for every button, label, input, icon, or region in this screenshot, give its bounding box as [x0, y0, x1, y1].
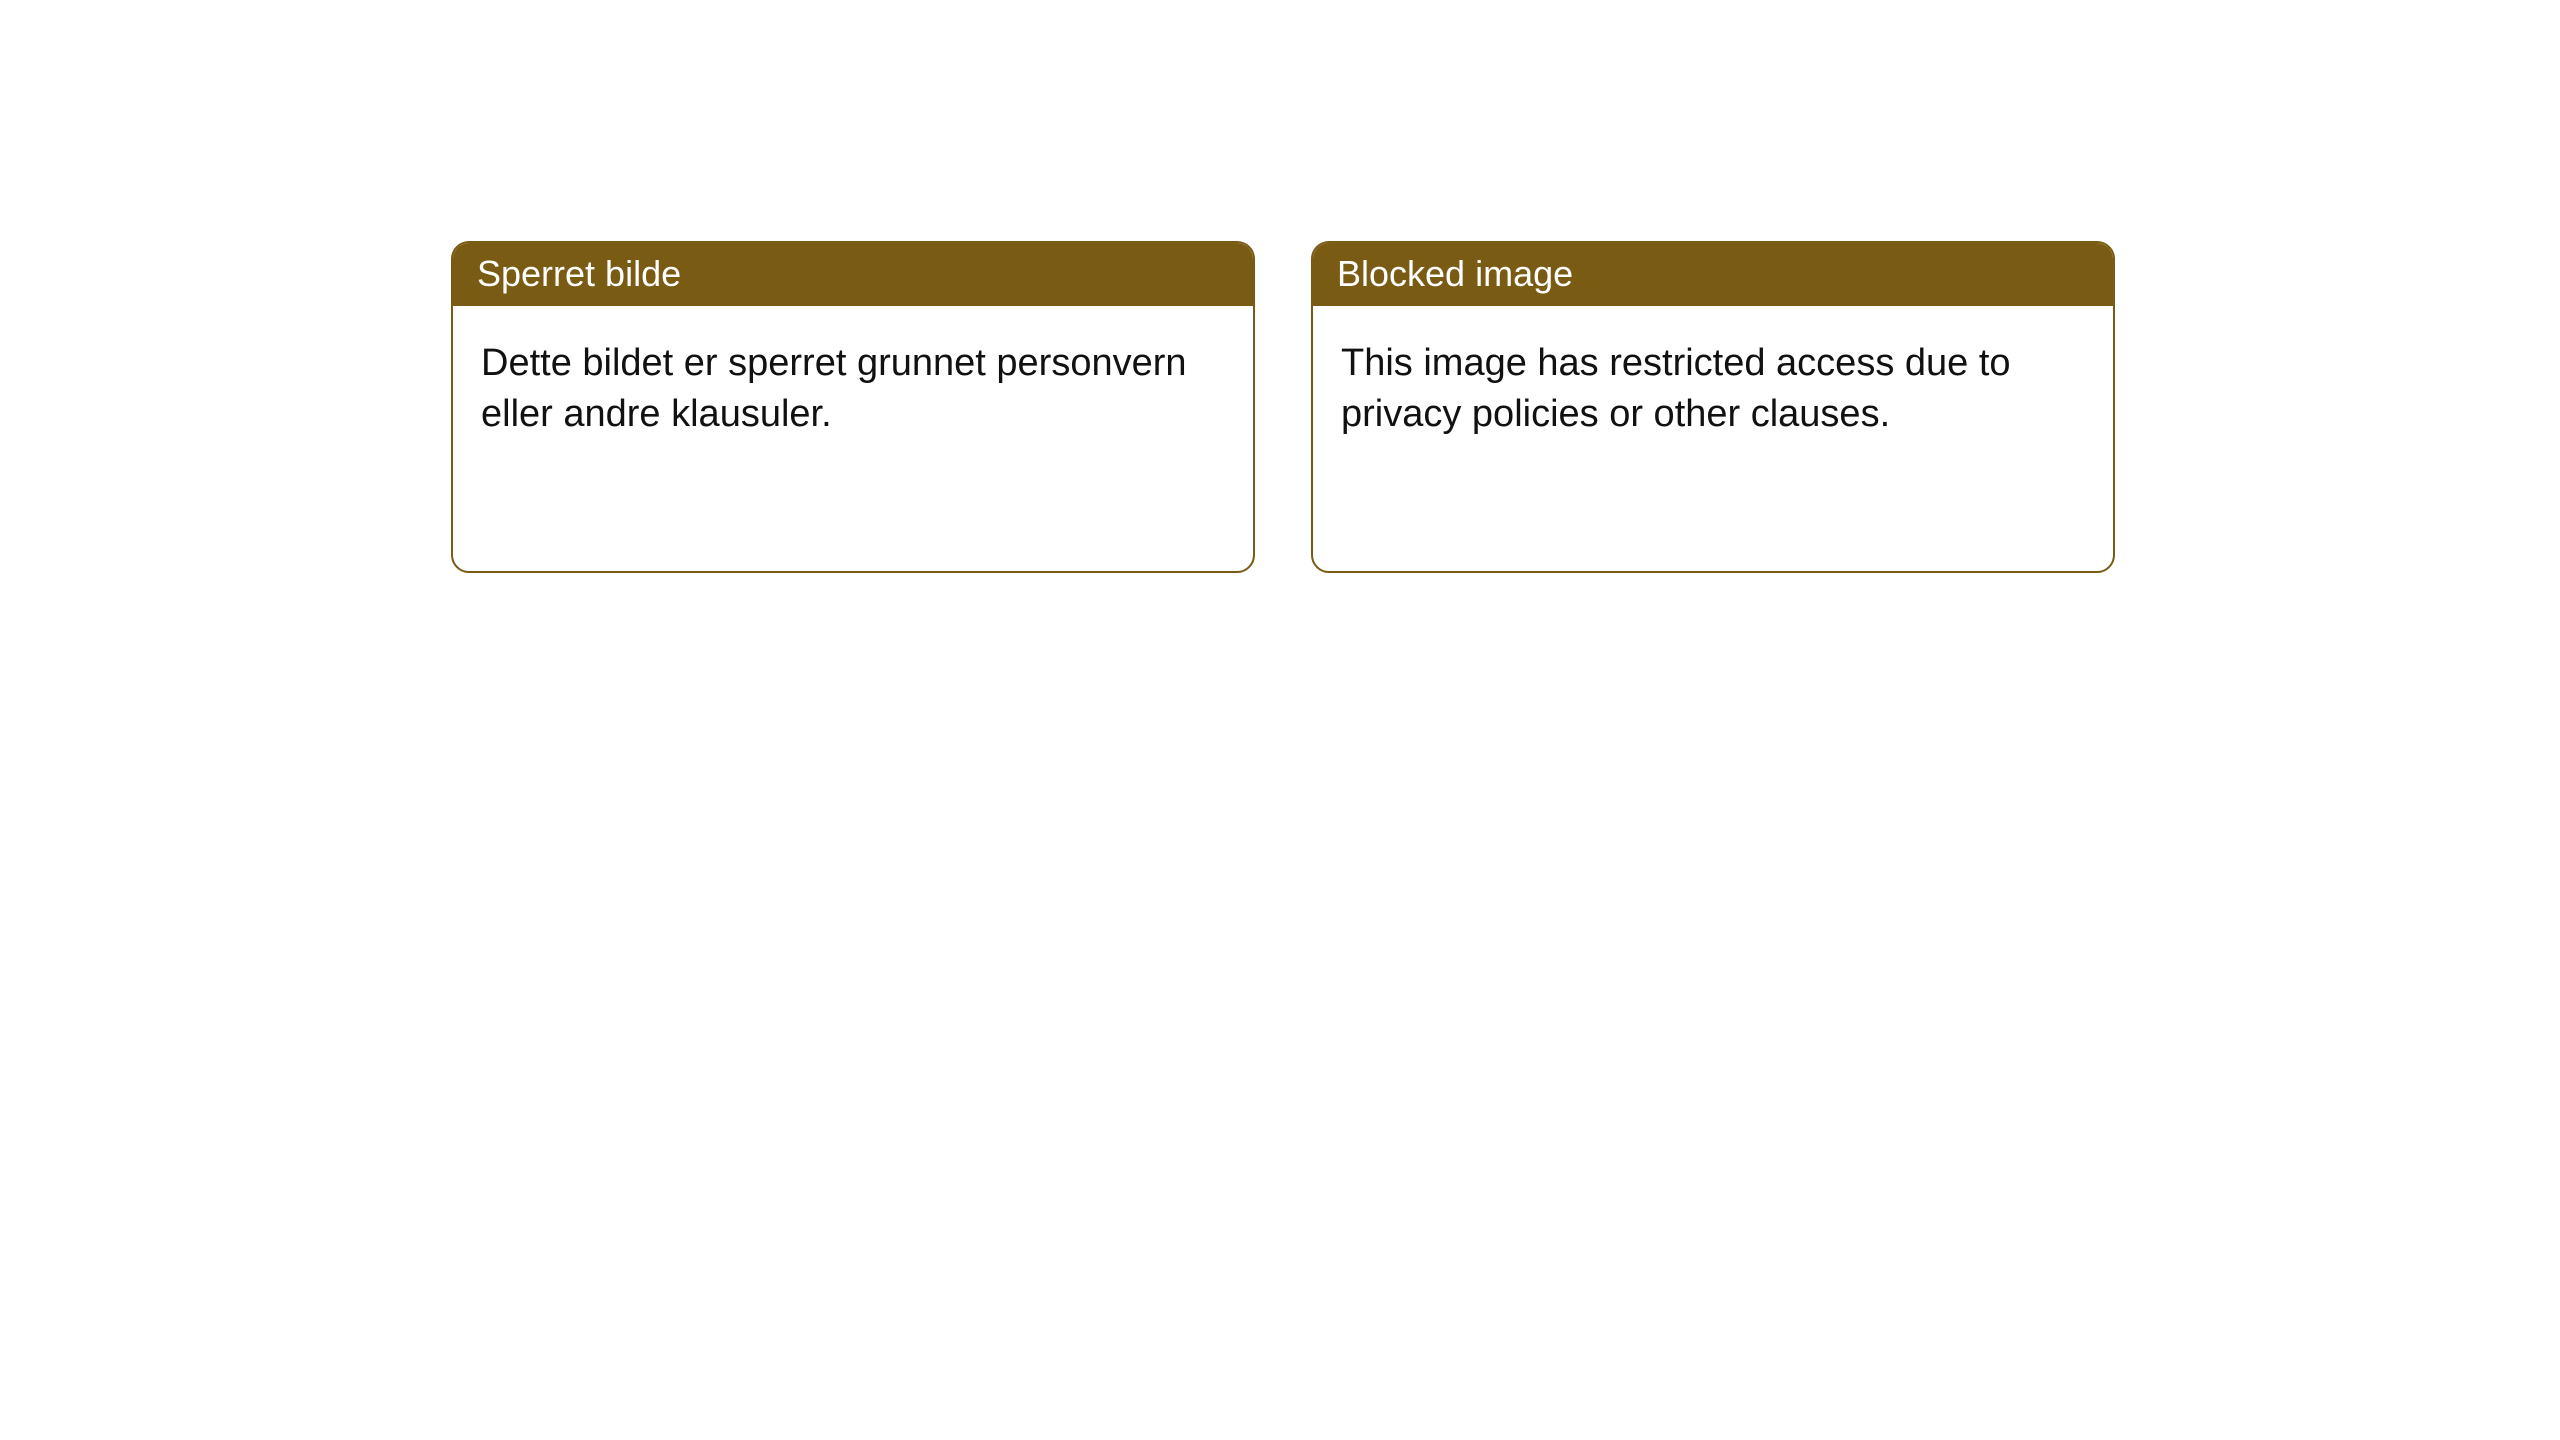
card-header: Sperret bilde: [453, 243, 1253, 306]
card-body: This image has restricted access due to …: [1313, 306, 2113, 464]
notice-card-norwegian: Sperret bilde Dette bildet er sperret gr…: [451, 241, 1255, 573]
card-body: Dette bildet er sperret grunnet personve…: [453, 306, 1253, 464]
card-body-text: This image has restricted access due to …: [1341, 342, 2011, 435]
notice-card-english: Blocked image This image has restricted …: [1311, 241, 2115, 573]
card-header: Blocked image: [1313, 243, 2113, 306]
card-row: Sperret bilde Dette bildet er sperret gr…: [0, 0, 2560, 573]
card-title: Sperret bilde: [477, 253, 681, 294]
card-body-text: Dette bildet er sperret grunnet personve…: [481, 342, 1187, 435]
card-title: Blocked image: [1337, 253, 1573, 294]
